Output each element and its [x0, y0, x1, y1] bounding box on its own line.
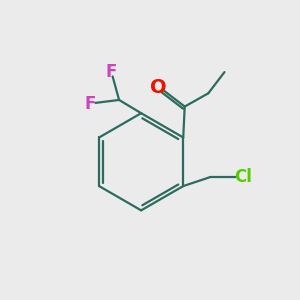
Text: O: O	[150, 78, 166, 97]
Text: F: F	[105, 63, 117, 81]
Text: Cl: Cl	[234, 168, 252, 186]
Text: F: F	[85, 95, 96, 113]
